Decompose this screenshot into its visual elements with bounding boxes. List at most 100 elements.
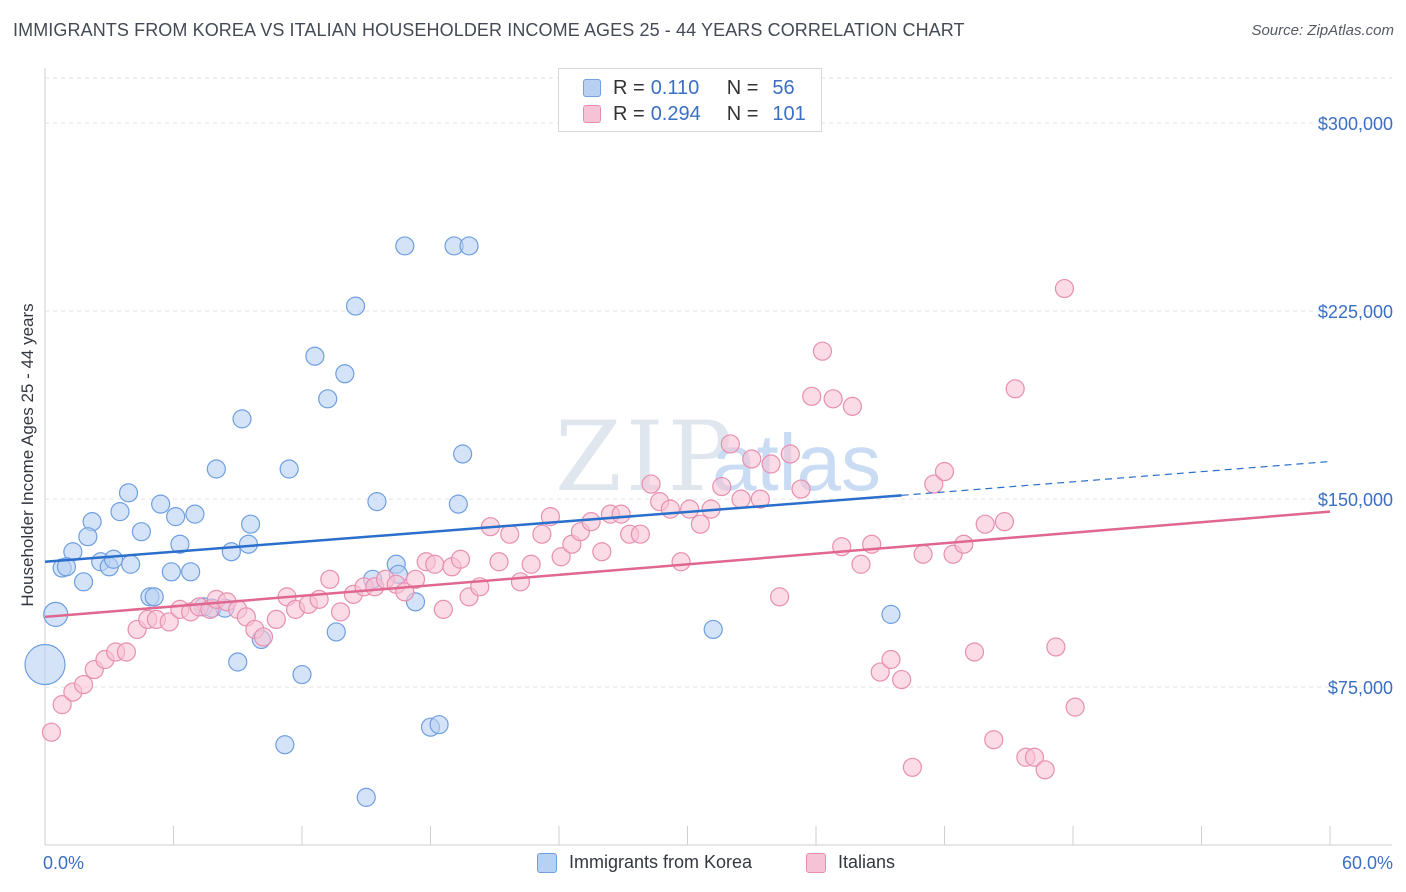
korea-point bbox=[78, 527, 98, 547]
korea-point bbox=[238, 534, 259, 554]
legend-item-italians[interactable]: Italians bbox=[806, 852, 895, 873]
legend-label-korea: Immigrants from Korea bbox=[569, 852, 753, 872]
korea-point bbox=[703, 619, 723, 640]
italians-point bbox=[320, 569, 340, 589]
korea-trend-line bbox=[44, 494, 902, 564]
gridlines bbox=[45, 77, 1392, 688]
italians-point bbox=[870, 662, 890, 682]
italians-point bbox=[913, 544, 933, 564]
watermark: ZIP atlas bbox=[555, 401, 881, 513]
korea-point bbox=[345, 296, 366, 316]
italians-point bbox=[1054, 278, 1075, 299]
italians-point bbox=[425, 554, 445, 574]
series-italians-points bbox=[41, 278, 1085, 780]
italians-point bbox=[551, 547, 571, 567]
korea-point bbox=[56, 557, 77, 577]
italians-point bbox=[984, 730, 1004, 750]
korea-point bbox=[181, 562, 201, 582]
italians-point bbox=[690, 514, 710, 534]
korea-point bbox=[73, 572, 94, 592]
korea-point bbox=[367, 492, 387, 512]
source-attribution: Source: ZipAtlas.com bbox=[1251, 22, 1394, 39]
n-value-korea: 56 bbox=[772, 76, 795, 99]
legend-item-korea[interactable]: Immigrants from Korea bbox=[537, 852, 752, 873]
italians-point bbox=[489, 552, 509, 572]
r-value-italians: 0.294 bbox=[650, 102, 701, 125]
italians-point bbox=[791, 479, 811, 499]
italians-trend-line bbox=[44, 510, 1331, 619]
korea-point bbox=[395, 236, 415, 256]
italians-point bbox=[712, 476, 732, 497]
italians-point bbox=[660, 499, 680, 519]
italians-point bbox=[630, 524, 650, 544]
r-value-korea: 0.110 bbox=[650, 76, 700, 99]
korea-point bbox=[292, 664, 312, 685]
korea-swatch bbox=[583, 79, 601, 97]
italians-point bbox=[1005, 379, 1025, 399]
korea-point bbox=[151, 494, 171, 514]
italians-point bbox=[500, 524, 520, 544]
italians-point bbox=[266, 609, 286, 630]
r-label: R = bbox=[613, 76, 645, 99]
italians-point bbox=[742, 449, 762, 469]
italians-point bbox=[934, 461, 955, 482]
legend-label-italians: Italians bbox=[838, 852, 896, 872]
korea-point bbox=[206, 459, 226, 479]
italians-point bbox=[680, 499, 700, 519]
korea-point bbox=[221, 542, 241, 562]
italians-point bbox=[720, 434, 740, 454]
stats-legend-row-italians: R = 0.294 N = 101 bbox=[583, 102, 806, 126]
italians-point bbox=[73, 674, 94, 695]
korea-point bbox=[305, 346, 325, 366]
italians-point bbox=[1024, 747, 1045, 767]
r-label: R = bbox=[613, 102, 645, 125]
italians-point bbox=[433, 599, 453, 619]
italians-point bbox=[521, 554, 541, 574]
n-label: N = bbox=[726, 102, 759, 125]
italians-point bbox=[159, 612, 179, 632]
italians-point bbox=[116, 642, 136, 662]
italians-point bbox=[975, 514, 995, 534]
italians-point bbox=[611, 504, 631, 524]
korea-point bbox=[881, 604, 901, 624]
tick-labels: $75,000 $150,000 $225,000 $300,000 0.0% 60.0% bbox=[43, 114, 1393, 873]
italians-point bbox=[405, 569, 426, 589]
chart-title: IMMIGRANTS FROM KOREA VS ITALIAN HOUSEHO… bbox=[13, 20, 965, 40]
italians-point bbox=[450, 549, 471, 569]
italians-point bbox=[330, 602, 351, 622]
korea-point bbox=[335, 364, 355, 384]
watermark-zip: ZIP bbox=[555, 401, 736, 513]
korea-point bbox=[121, 554, 141, 574]
italians-point bbox=[253, 627, 274, 647]
x-tick-label-min: 0.0% bbox=[43, 853, 84, 873]
korea-point bbox=[241, 514, 261, 534]
korea-point bbox=[144, 587, 164, 607]
italians-point bbox=[954, 534, 974, 554]
y-tick-label: $300,000 bbox=[1318, 114, 1393, 134]
y-tick-label: $75,000 bbox=[1328, 678, 1393, 698]
korea-point bbox=[448, 494, 468, 514]
korea-point bbox=[228, 652, 248, 672]
korea-point bbox=[24, 643, 66, 686]
italians-point bbox=[1065, 697, 1085, 717]
korea-point bbox=[110, 502, 130, 522]
italians-point bbox=[842, 396, 863, 416]
italians-point bbox=[769, 587, 790, 607]
italians-point bbox=[731, 489, 751, 509]
italians-point bbox=[52, 695, 72, 715]
y-tick-label: $225,000 bbox=[1318, 302, 1393, 322]
korea-point bbox=[326, 622, 346, 642]
stats-legend: R = 0.110 N = 56 R = 0.294 N = 101 bbox=[558, 68, 822, 132]
italians-point bbox=[802, 386, 822, 406]
korea-point bbox=[131, 522, 151, 542]
italians-point bbox=[592, 542, 612, 562]
korea-point bbox=[318, 389, 338, 409]
stats-legend-row-korea: R = 0.110 N = 56 bbox=[583, 76, 795, 100]
italians-point bbox=[1046, 637, 1066, 657]
korea-point bbox=[161, 562, 181, 582]
italians-legend-swatch bbox=[806, 852, 826, 873]
y-axis-label: Householder Income Ages 25 - 44 years bbox=[18, 303, 37, 607]
italians-point bbox=[851, 554, 871, 574]
italians-point bbox=[41, 722, 62, 742]
